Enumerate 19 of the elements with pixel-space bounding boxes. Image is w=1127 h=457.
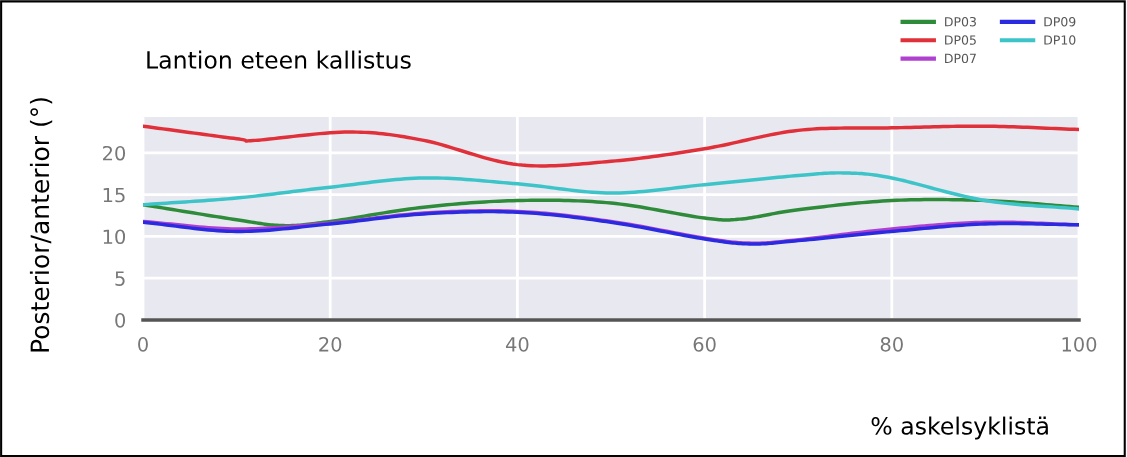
y-axis-title: Posterior/anterior (°) — [29, 98, 53, 352]
y-tick-label: 20 — [103, 145, 126, 161]
x-tick-label: 100 — [1062, 337, 1097, 352]
x-tick-label: 20 — [319, 337, 342, 352]
legend-label: DP10 — [1044, 35, 1076, 45]
legend-label: DP03 — [945, 16, 976, 27]
y-tick-label: 0 — [115, 312, 126, 328]
y-tick-label: 10 — [103, 229, 126, 245]
y-tick-label: 15 — [103, 187, 125, 203]
x-tick-label: 0 — [138, 337, 148, 352]
legend-label: DP09 — [1044, 16, 1076, 27]
x-axis-title: % askelsyklistä — [871, 416, 1048, 440]
legend-label: DP07 — [945, 53, 976, 64]
x-tick-label: 80 — [880, 337, 903, 352]
legend-label: DP05 — [945, 35, 976, 45]
y-tick-label: 5 — [115, 271, 125, 286]
chart-title: Lantion eteen kallistus — [147, 50, 411, 69]
x-tick-label: 60 — [693, 337, 716, 352]
x-tick-label: 40 — [505, 337, 529, 352]
